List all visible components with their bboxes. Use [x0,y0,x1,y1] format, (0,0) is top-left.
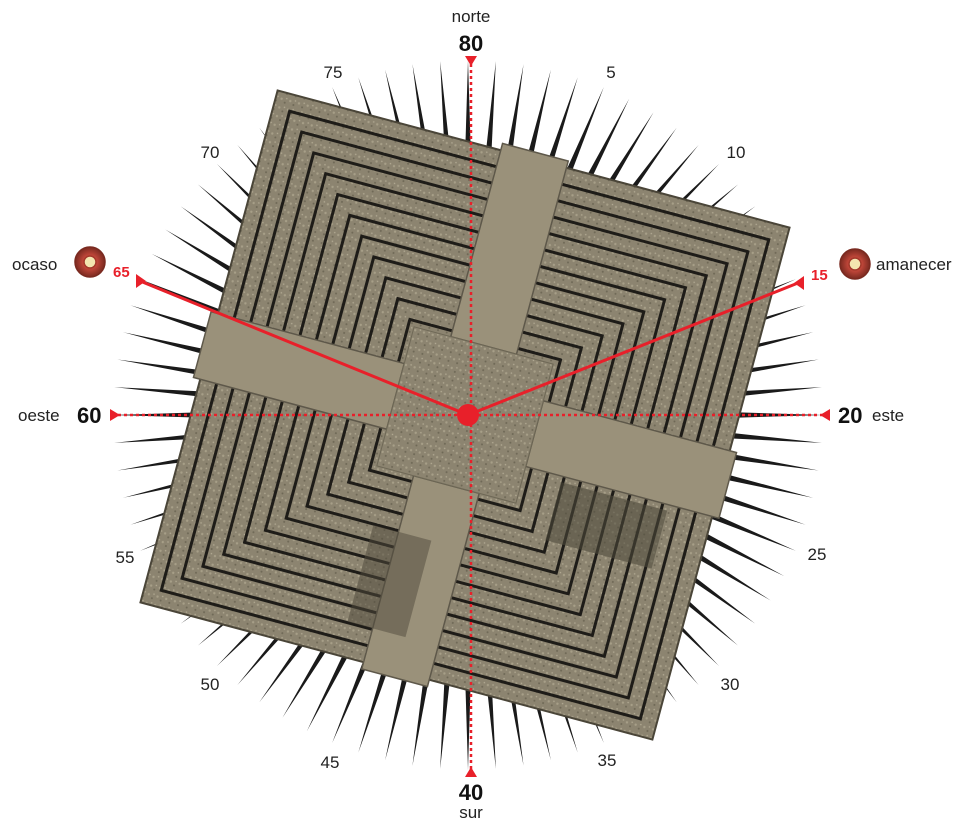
sun-ray [464,60,472,165]
tick-label: 70 [201,143,220,162]
label-south-number: 40 [459,780,483,805]
tick-label: 50 [201,675,220,694]
sun-ray [697,507,796,551]
axis-sunrise [467,281,799,417]
label-sunset-word: ocaso [12,255,57,274]
label-east-word: este [872,406,904,425]
label-sunrise-word: amanecer [876,255,952,274]
sun-ray [689,525,785,577]
sun-ray [114,387,220,399]
tick-label: 35 [598,751,617,770]
marker-west [110,409,120,421]
marker-south [465,767,477,777]
marker-sunset [136,274,146,288]
label-west-number: 60 [77,403,101,428]
sun-ray [440,663,452,769]
excavation-east [545,482,668,569]
alignment-axes [110,56,830,777]
sun-rosette-icon [839,248,871,280]
axis-sunset [139,279,469,417]
sun-ray [523,69,551,173]
label-east-number: 20 [838,403,862,428]
sun-ray [484,61,496,167]
label-north-number: 80 [459,31,483,56]
sun-ray [718,411,823,419]
sun-ray [578,98,630,194]
sun-ray [412,661,433,766]
tick-label: 5 [606,63,615,82]
sun-ray [716,431,822,443]
marker-sunrise [794,276,804,290]
label-south-word: sur [459,803,483,822]
marker-east [820,409,830,421]
tick-label: 10 [727,143,746,162]
label-sunset-number: 65 [113,264,130,281]
tick-label: 25 [808,545,827,564]
center-point [457,404,479,426]
marker-north [465,56,477,66]
label-sunrise-number: 15 [811,267,828,284]
sun-ray [306,636,358,732]
sun-ray [704,489,806,525]
excavation-south [347,525,432,638]
sun-ray [710,470,814,498]
label-west-word: oeste [18,406,60,425]
sun-ray [542,77,578,179]
sun-ray [503,64,524,169]
sun-ray [385,657,413,761]
sun-ray [714,450,819,471]
sun-rosette-icon [74,246,106,278]
sun-ray [358,651,394,753]
tick-label: 30 [721,675,740,694]
sun-ray [679,542,771,601]
label-north-word: norte [452,7,491,26]
tick-label: 55 [116,548,135,567]
tick-label: 75 [324,63,343,82]
tick-label: 45 [321,753,340,772]
sun-ray [560,87,604,186]
